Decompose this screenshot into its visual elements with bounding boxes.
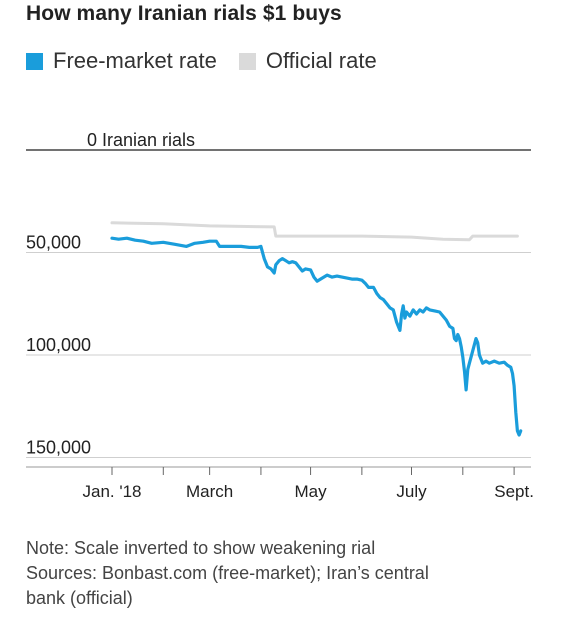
legend-swatch-official: [238, 52, 256, 70]
x-tick-label: May: [295, 482, 328, 501]
legend-item-free-market: Free-market rate: [26, 48, 217, 74]
x-tick-label: July: [396, 482, 427, 501]
y-tick-label: 150,000: [26, 438, 91, 458]
x-tick-label: Jan. '18: [82, 482, 141, 501]
y-tick-label: 0 Iranian rials: [87, 130, 195, 150]
footnote-sources-line2: bank (official): [26, 588, 133, 608]
series-line-official-rate: [110, 221, 519, 242]
legend: Free-market rate Official rate: [26, 46, 399, 76]
legend-label-free-market: Free-market rate: [53, 48, 217, 73]
footnote-note: Note: Scale inverted to show weakening r…: [26, 538, 376, 558]
series-line-free-market-rate: [110, 236, 523, 437]
footnote: Note: Scale inverted to show weakening r…: [26, 536, 526, 611]
x-tick-label: Sept.: [494, 482, 534, 501]
legend-item-official: Official rate: [238, 48, 377, 74]
y-tick-label: 100,000: [26, 335, 91, 355]
legend-swatch-free-market: [26, 52, 43, 70]
x-tick-label: March: [186, 482, 233, 501]
legend-label-official: Official rate: [265, 48, 377, 73]
y-tick-label: 50,000: [26, 233, 81, 253]
footnote-sources-line1: Sources: Bonbast.com (free-market); Iran…: [26, 563, 429, 583]
line-chart: 0 Iranian rials 50,000 100,000 150,000 Jan. …: [26, 130, 534, 501]
chart-title: How many Iranian rials $1 buys: [26, 2, 342, 25]
